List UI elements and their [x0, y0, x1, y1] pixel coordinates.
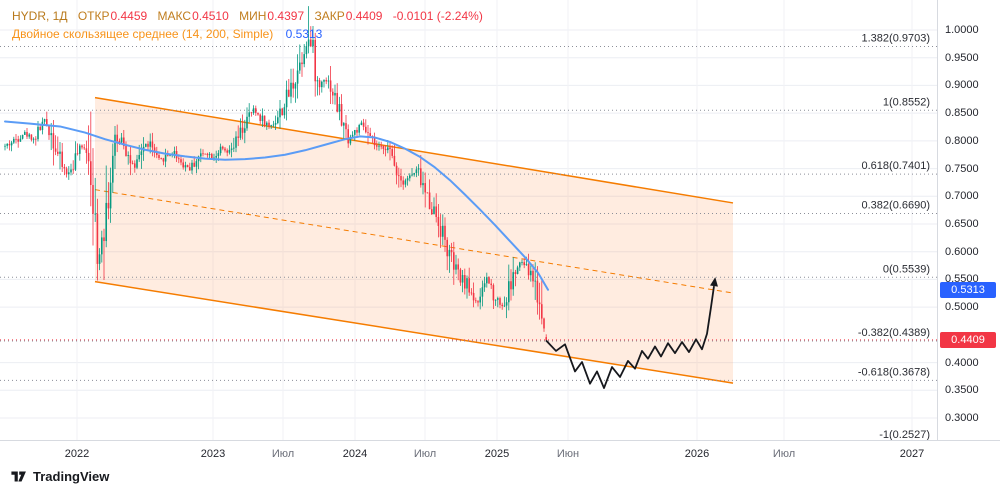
price-axis-label: 0.3000: [945, 412, 979, 424]
high-label: МАКС: [157, 9, 192, 23]
high-value: 0.4510: [192, 9, 229, 23]
time-axis-label: Июл: [271, 448, 295, 460]
time-axis-label: 2022: [64, 448, 90, 460]
price-axis-label: 0.8500: [945, 107, 979, 120]
time-axis-label: 2023: [200, 448, 226, 460]
symbol-title[interactable]: HYDR, 1Д: [12, 9, 68, 23]
time-axis-label: 2026: [684, 448, 710, 460]
time-axis-label: Июн: [556, 448, 580, 460]
trend-channel[interactable]: [94, 96, 734, 384]
price-axis-label: 0.6000: [945, 245, 979, 258]
change-value: -0.0101 (-2.24%): [392, 9, 483, 23]
last-price-badge: 0.4409: [940, 331, 996, 348]
grid-lines: [0, 0, 937, 440]
svg-text:-0.382(0.4389): -0.382(0.4389): [858, 327, 930, 339]
price-axis[interactable]: 0.5313 0.4409 1.0000 0.9500 0.9000 0.8500 0.…: [937, 0, 1000, 440]
indicator-legend-row[interactable]: Двойное скользящее среднее (14, 200, Sim…: [12, 25, 483, 43]
time-axis-label: 2024: [342, 448, 368, 460]
open-label: ОТКР: [77, 9, 110, 23]
time-axis[interactable]: 2022 2023 Июл 2024 Июл 2025 Июн 2026 Июл 2027: [0, 440, 1000, 498]
time-axis-label: Июл: [772, 448, 796, 460]
price-axis-label: 1.0000: [945, 24, 979, 36]
chart-plot-area[interactable]: 1.382(0.9703) 1(0.8552) 0.618(0.7401) 0.382…: [0, 0, 937, 440]
svg-text:0(0.5539): 0(0.5539): [883, 263, 930, 275]
moving-average-line[interactable]: [4, 120, 549, 291]
svg-text:-0.618(0.3678): -0.618(0.3678): [858, 366, 930, 378]
low-value: 0.4397: [267, 9, 305, 23]
svg-text:1(0.8552): 1(0.8552): [883, 96, 930, 108]
price-axis-label: 0.7000: [945, 190, 979, 203]
price-axis-label: 0.5000: [945, 301, 979, 314]
fib-retracement-lines[interactable]: [0, 45, 937, 440]
price-axis-label: 0.8000: [945, 134, 979, 147]
close-label: ЗАКР: [314, 9, 345, 23]
projection-drawing[interactable]: [545, 277, 718, 389]
svg-text:-1(0.2527): -1(0.2527): [879, 429, 930, 440]
time-axis-label: 2025: [484, 448, 510, 460]
symbol-legend-row[interactable]: HYDR, 1Д ОТКР0.4459 МАКС0.4510 МИН0.4397…: [12, 7, 483, 25]
price-axis-label: 0.6500: [945, 218, 979, 230]
tradingview-logo-text: TradingView: [33, 469, 110, 484]
price-axis-label: 0.9500: [945, 51, 979, 64]
close-value: 0.4409: [345, 9, 383, 23]
price-axis-label: 0.5500: [945, 273, 979, 286]
fib-level-labels: 1.382(0.9703) 1(0.8552) 0.618(0.7401) 0.382…: [858, 32, 930, 440]
open-value: 0.4459: [110, 9, 148, 23]
svg-text:0.382(0.6690): 0.382(0.6690): [862, 199, 931, 211]
svg-text:0.618(0.7401): 0.618(0.7401): [862, 160, 931, 172]
price-axis-label: 0.4000: [945, 356, 979, 369]
tradingview-watermark: TradingView: [10, 468, 109, 485]
price-axis-label: 0.7500: [945, 162, 979, 175]
svg-text:1.382(0.9703): 1.382(0.9703): [862, 32, 931, 44]
projection-arrowhead: [710, 277, 718, 287]
tradingview-logo-icon: [10, 468, 27, 485]
time-axis-label: Июл: [413, 448, 437, 460]
ma-price-badge: 0.5313: [940, 281, 996, 298]
low-label: МИН: [239, 9, 267, 23]
indicator-title[interactable]: Двойное скользящее среднее (14, 200, Sim…: [12, 27, 274, 41]
chart-legend: HYDR, 1Д ОТКР0.4459 МАКС0.4510 МИН0.4397…: [12, 7, 483, 43]
time-axis-label: 2027: [899, 448, 925, 460]
price-axis-label: 0.3500: [945, 384, 979, 397]
price-axis-label: 0.9000: [945, 79, 979, 92]
indicator-value: 0.5313: [285, 27, 323, 41]
